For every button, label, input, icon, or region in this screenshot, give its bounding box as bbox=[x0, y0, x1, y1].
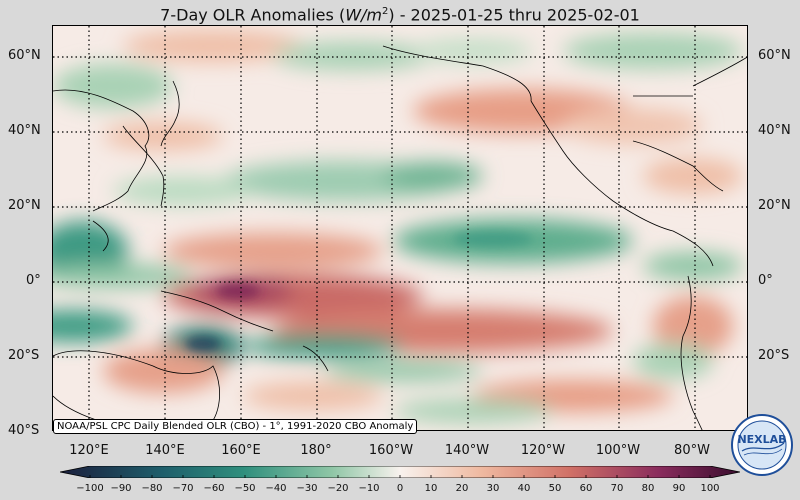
colorbar-tick-label: 10 bbox=[424, 483, 438, 494]
olr-anomaly-map bbox=[52, 25, 748, 431]
map-title: 7-Day OLR Anomalies (W/m2) - 2025-01-25 … bbox=[160, 5, 640, 25]
lon-label-120e: 120°E bbox=[69, 443, 109, 458]
colorbar-tick-label: −10 bbox=[358, 483, 380, 494]
colorbar-tick-label: −30 bbox=[296, 483, 318, 494]
lat-label-equator-left: 0° bbox=[26, 273, 41, 288]
colorbar-tick-label: 40 bbox=[517, 483, 531, 494]
lat-label-40n-right: 40°N bbox=[758, 123, 791, 138]
colorbar-tick-label: 30 bbox=[486, 483, 500, 494]
lon-label-180: 180° bbox=[300, 443, 332, 458]
colorbar-tick-label: 70 bbox=[610, 483, 624, 494]
colorbar-tick-label: 80 bbox=[641, 483, 655, 494]
colorbar-tick-label: 100 bbox=[700, 483, 720, 494]
logo-text: NEXLAB bbox=[737, 433, 786, 446]
lon-label-100w: 100°W bbox=[595, 443, 641, 458]
lon-label-80w: 80°W bbox=[674, 443, 710, 458]
graticule bbox=[53, 26, 747, 430]
lon-label-140w: 140°W bbox=[444, 443, 490, 458]
lon-label-140e: 140°E bbox=[145, 443, 185, 458]
lon-label-160w: 160°W bbox=[368, 443, 414, 458]
colorbar-tick-label: 20 bbox=[455, 483, 469, 494]
colorbar-tick-label: −80 bbox=[141, 483, 163, 494]
nexlab-logo: NEXLAB bbox=[730, 413, 794, 477]
lon-label-160e: 160°E bbox=[221, 443, 261, 458]
colorbar bbox=[59, 463, 741, 479]
colorbar-tick-label: 90 bbox=[672, 483, 686, 494]
colorbar-tick-label: −20 bbox=[327, 483, 349, 494]
colorbar-tick-label: −90 bbox=[110, 483, 132, 494]
colorbar-tick-label: −70 bbox=[172, 483, 194, 494]
lat-label-equator-right: 0° bbox=[758, 273, 773, 288]
data-source-credit: NOAA/PSL CPC Daily Blended OLR (CBO) - 1… bbox=[53, 419, 418, 434]
colorbar-tick-label: 50 bbox=[548, 483, 562, 494]
colorbar-tick-label: −40 bbox=[265, 483, 287, 494]
lat-label-20s-right: 20°S bbox=[758, 348, 790, 363]
colorbar-tick-label: −50 bbox=[234, 483, 256, 494]
lat-label-60n-right: 60°N bbox=[758, 48, 791, 63]
lon-label-120w: 120°W bbox=[520, 443, 566, 458]
coastlines bbox=[53, 45, 747, 430]
colorbar-tick-label: −60 bbox=[203, 483, 225, 494]
colorbar-tick-label: −100 bbox=[76, 483, 104, 494]
lat-label-20s-left: 20°S bbox=[8, 348, 40, 363]
colorbar-tick-label: 0 bbox=[396, 483, 404, 494]
lat-label-60n-left: 60°N bbox=[8, 48, 41, 63]
lat-label-20n-right: 20°N bbox=[758, 198, 791, 213]
lat-label-40n-left: 40°N bbox=[8, 123, 41, 138]
lat-label-40s-left: 40°S bbox=[8, 423, 40, 438]
colorbar-tick-label: 60 bbox=[579, 483, 593, 494]
lat-label-20n-left: 20°N bbox=[8, 198, 41, 213]
